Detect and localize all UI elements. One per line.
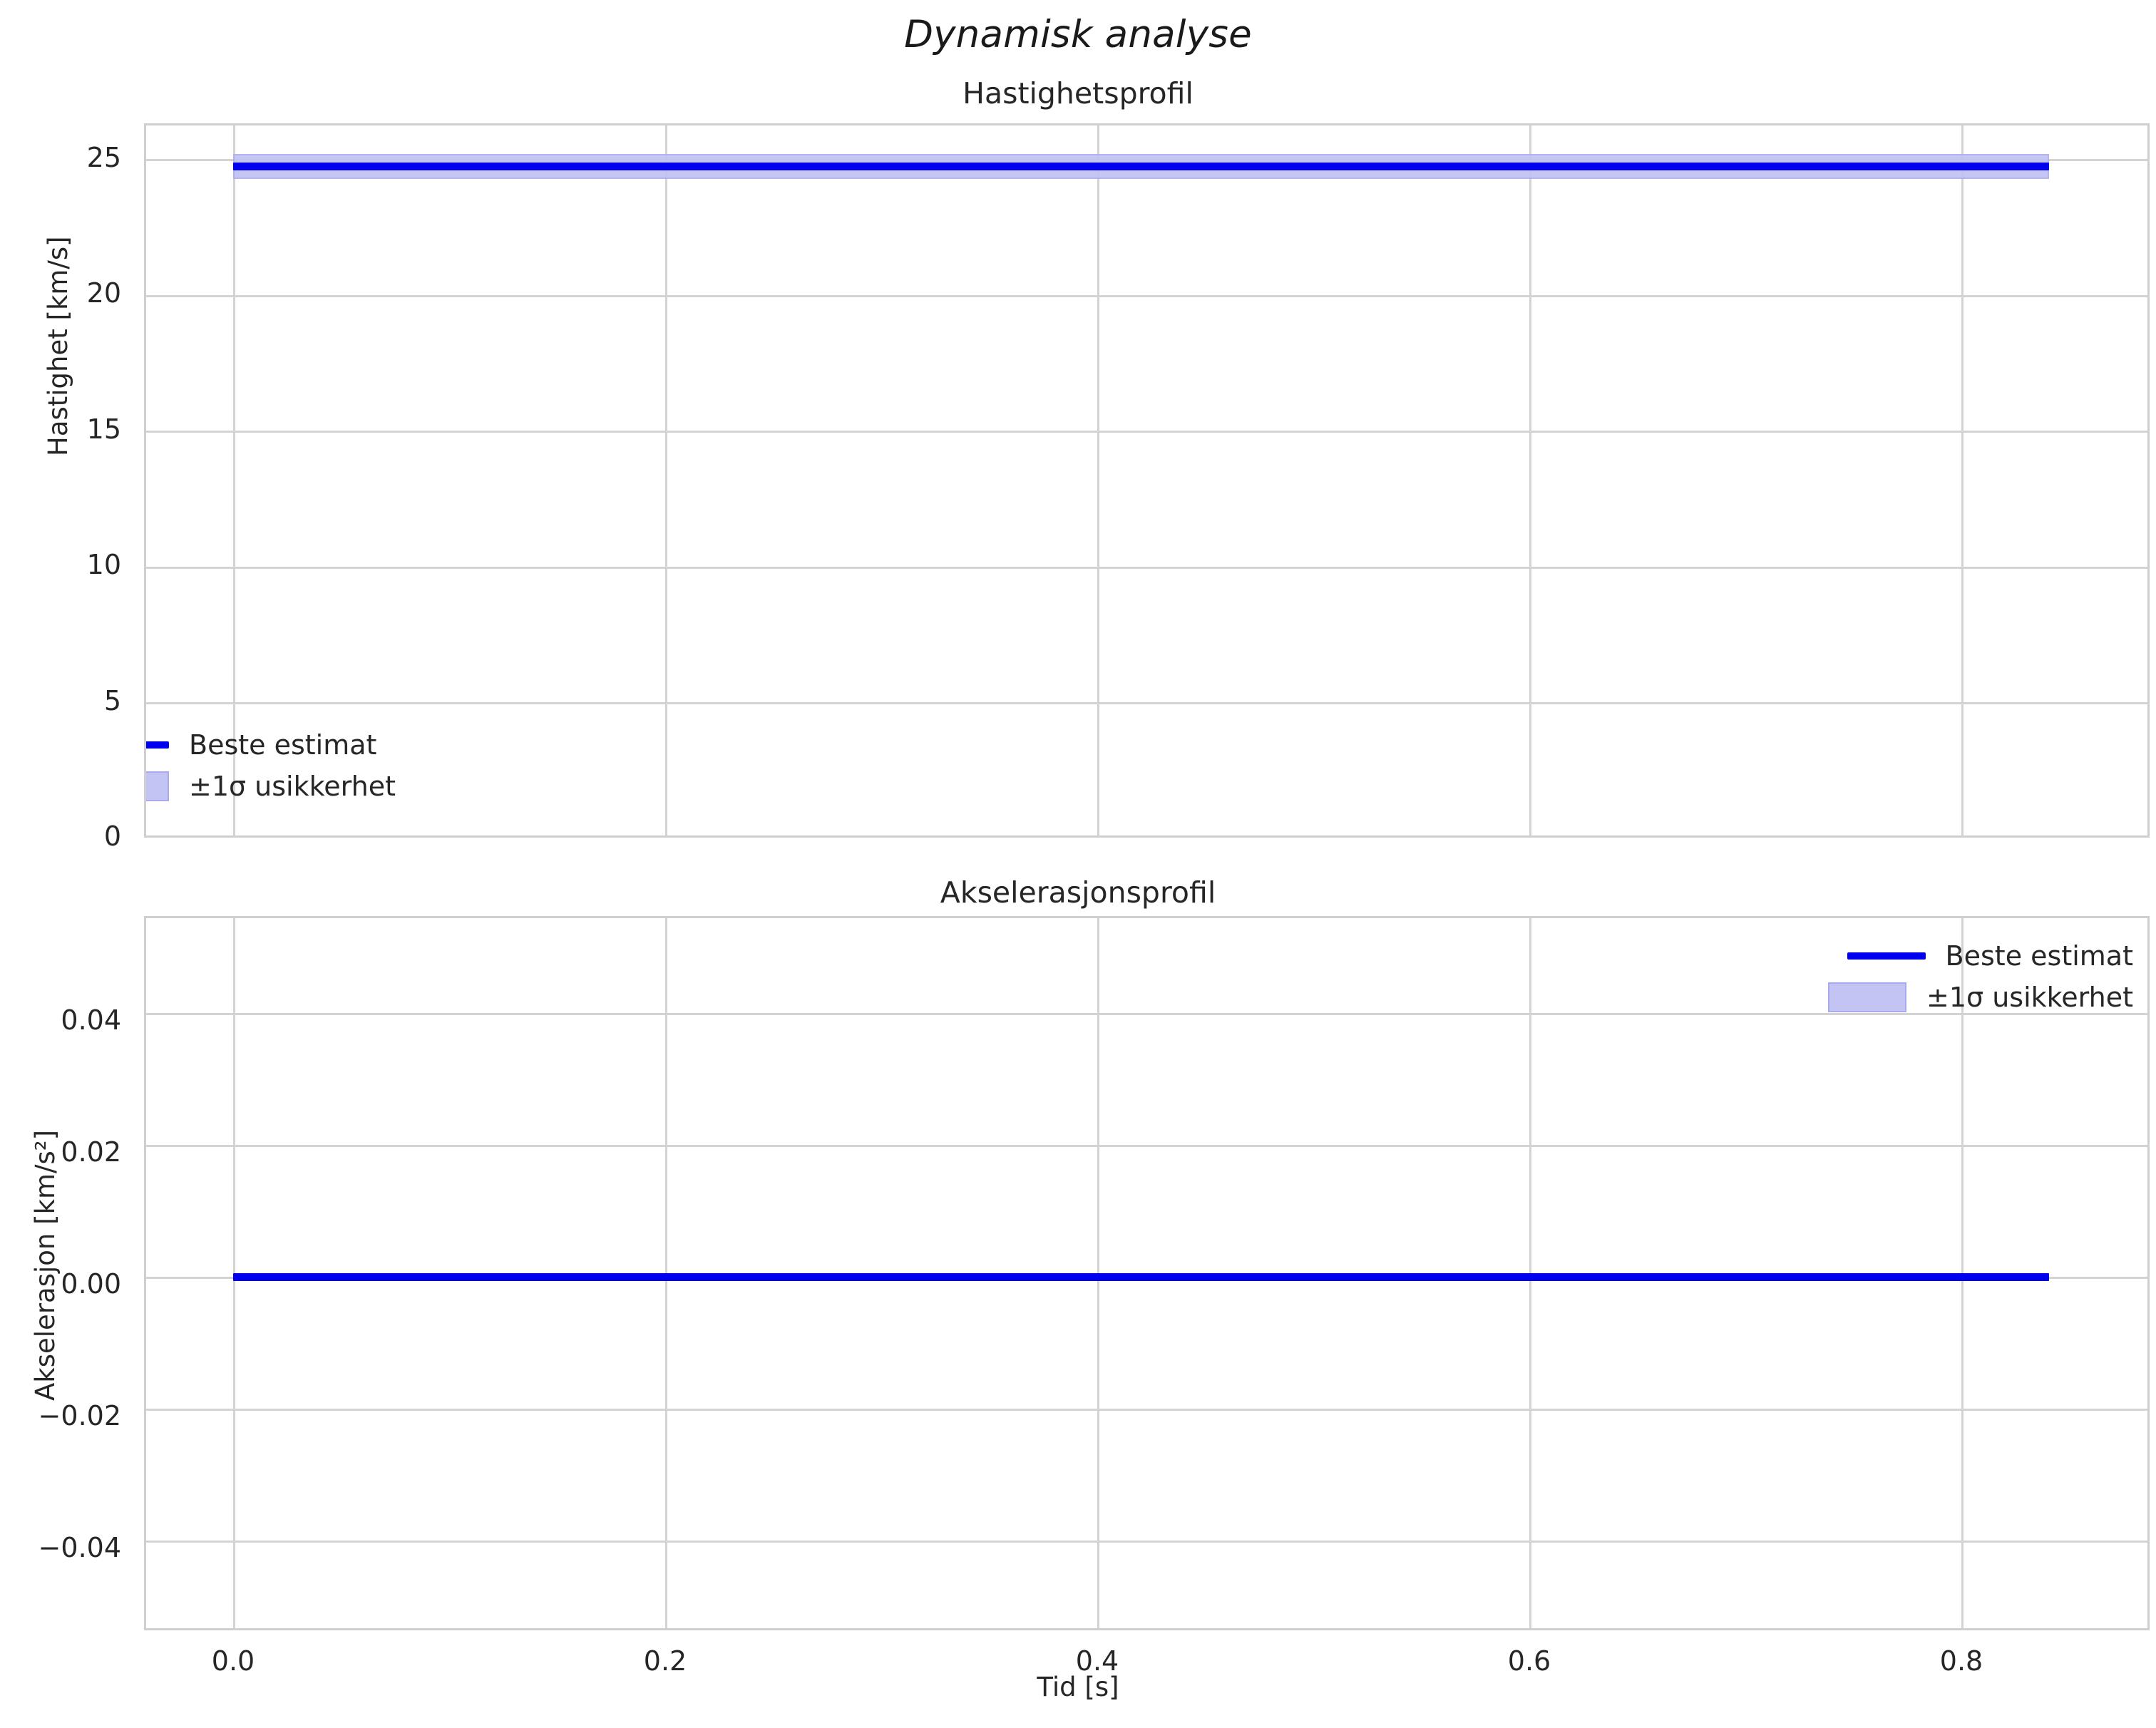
velocity-gridline-y-5 — [146, 702, 2147, 704]
acceleration-legend-entry-line: Beste estimat — [1828, 935, 2133, 977]
velocity-gridline-y-10 — [146, 567, 2147, 569]
acceleration-gridline-y--0.02 — [146, 1409, 2147, 1411]
xtick-0.4: 0.4 — [1075, 1645, 1119, 1677]
band-swatch-icon — [1828, 982, 1907, 1012]
velocity-gridline-y-20 — [146, 295, 2147, 297]
velocity-legend-line-label: Beste estimat — [189, 729, 377, 761]
xtick-0.8: 0.8 — [1939, 1645, 1983, 1677]
acceleration-legend: Beste estimat ±1σ usikkerhet — [1828, 935, 2133, 1018]
acceleration-legend-entry-band: ±1σ usikkerhet — [1828, 977, 2133, 1018]
velocity-plot-area: Beste estimat ±1σ usikkerhet — [146, 125, 2147, 835]
acceleration-ytick-0.02: 0.02 — [61, 1136, 121, 1168]
velocity-gridline-x-0.2 — [665, 125, 667, 835]
x-axis-label: Tid [s] — [1037, 1672, 1119, 1702]
acceleration-gridline-y--0.04 — [146, 1541, 2147, 1543]
velocity-ytick-20: 20 — [86, 277, 121, 309]
velocity-gridline-x-0.0 — [233, 125, 235, 835]
acceleration-y-axis-label: Akselerasjon [km/s²] — [30, 1129, 61, 1401]
acceleration-ytick-0.04: 0.04 — [61, 1004, 121, 1036]
velocity-gridline-x-0.6 — [1529, 125, 1531, 835]
velocity-ytick-10: 10 — [86, 549, 121, 580]
velocity-gridline-x-0.4 — [1097, 125, 1099, 835]
acceleration-ytick-0.00: 0.00 — [61, 1268, 121, 1300]
velocity-best-estimate-line — [233, 163, 2049, 170]
acceleration-best-estimate-line — [233, 1273, 2049, 1281]
line-swatch-icon — [1847, 952, 1926, 960]
xtick-0.2: 0.2 — [643, 1645, 687, 1677]
acceleration-legend-band-label: ±1σ usikkerhet — [1926, 982, 2133, 1013]
xtick-0.0: 0.0 — [211, 1645, 255, 1677]
line-swatch-icon — [146, 741, 169, 749]
velocity-legend-band-label: ±1σ usikkerhet — [189, 771, 396, 802]
acceleration-gridline-y-0.04 — [146, 1013, 2147, 1015]
velocity-chart-title: Hastighetsprofil — [962, 76, 1194, 110]
band-swatch-icon — [146, 771, 169, 801]
acceleration-gridline-y-0.02 — [146, 1145, 2147, 1147]
velocity-ytick-15: 15 — [86, 413, 121, 445]
velocity-plot-axes: Beste estimat ±1σ usikkerhet — [144, 123, 2150, 838]
acceleration-plot-axes: Beste estimat ±1σ usikkerhet — [144, 916, 2150, 1630]
xtick-0.6: 0.6 — [1507, 1645, 1551, 1677]
velocity-ytick-5: 5 — [103, 685, 121, 716]
velocity-legend: Beste estimat ±1σ usikkerhet — [146, 724, 396, 807]
velocity-ytick-25: 25 — [86, 142, 121, 173]
figure-suptitle: Dynamisk analyse — [904, 13, 1252, 56]
acceleration-ytick--0.02: −0.02 — [38, 1400, 121, 1431]
acceleration-plot-area: Beste estimat ±1σ usikkerhet — [146, 918, 2147, 1628]
velocity-ytick-0: 0 — [103, 821, 121, 852]
velocity-legend-entry-band: ±1σ usikkerhet — [146, 766, 396, 807]
acceleration-legend-line-label: Beste estimat — [1945, 940, 2133, 972]
velocity-gridline-x-0.8 — [1961, 125, 1963, 835]
acceleration-chart-title: Akselerasjonsprofil — [940, 875, 1216, 910]
velocity-legend-entry-line: Beste estimat — [146, 724, 396, 766]
velocity-gridline-y-15 — [146, 431, 2147, 433]
acceleration-ytick--0.04: −0.04 — [38, 1532, 121, 1563]
